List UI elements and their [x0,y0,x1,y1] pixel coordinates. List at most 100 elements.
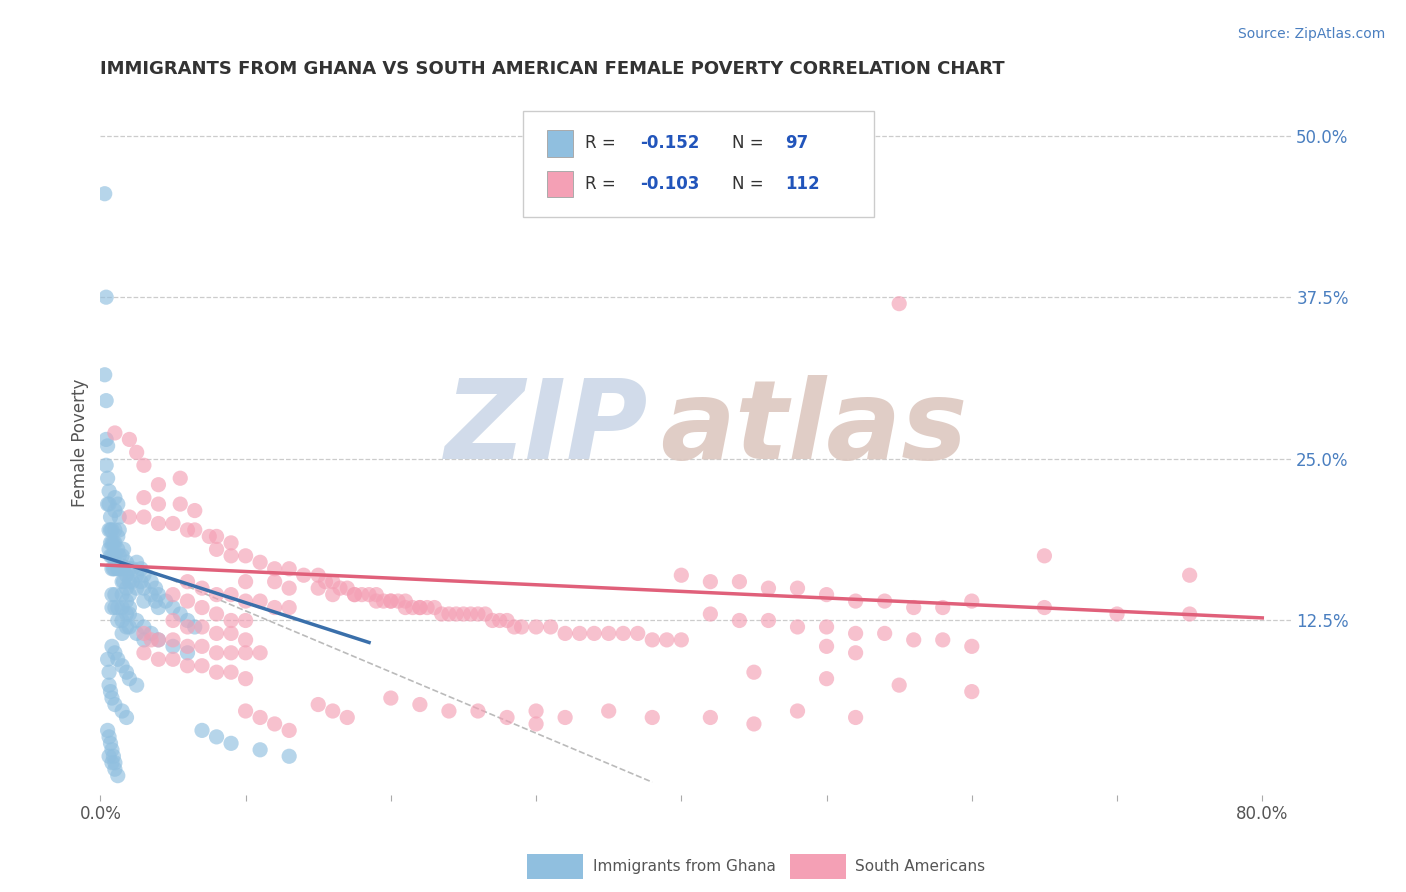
Point [115,594,138,608]
Point [627,626,650,640]
Point [98,665,121,680]
Point [176,523,198,537]
Point [111,626,134,640]
Point [141,626,163,640]
Text: South Americans: South Americans [855,859,986,873]
Point [699,574,721,589]
Point [699,710,721,724]
Point [162,640,184,654]
Point [235,632,257,647]
Point [728,614,751,628]
Point [481,614,503,628]
Point [115,620,138,634]
Point [148,497,170,511]
Point [125,678,148,692]
Point [380,594,402,608]
Point [101,536,124,550]
Point [118,562,141,576]
Point [115,568,138,582]
Point [132,491,155,505]
Point [815,620,838,634]
Point [162,632,184,647]
Point [115,555,138,569]
Point [112,562,135,576]
Point [104,562,127,576]
Point [1105,607,1128,621]
Point [132,646,155,660]
Point [219,588,242,602]
Point [845,594,868,608]
Point [845,626,868,640]
Point [100,549,122,563]
Point [148,600,170,615]
Point [278,723,301,738]
FancyBboxPatch shape [523,112,875,217]
Point [960,594,983,608]
Point [107,529,129,543]
Point [554,626,576,640]
Point [583,626,606,640]
Point [307,698,329,712]
Point [176,574,198,589]
Point [263,717,285,731]
Point [219,736,242,750]
Point [394,600,416,615]
Point [401,600,423,615]
Point [104,600,127,615]
Point [132,510,155,524]
Point [118,672,141,686]
Point [97,471,120,485]
Point [932,632,955,647]
Point [132,620,155,634]
Point [815,672,838,686]
Point [322,574,344,589]
Point [125,626,148,640]
Point [198,529,221,543]
Point [176,620,198,634]
Point [104,491,127,505]
Point [125,581,148,595]
Point [101,549,124,563]
Point [141,632,163,647]
Point [205,607,228,621]
Point [671,632,693,647]
Point [184,620,207,634]
Point [100,510,122,524]
Point [118,600,141,615]
Point [132,594,155,608]
Point [292,568,315,582]
Point [115,581,138,595]
Point [169,607,191,621]
Point [873,594,896,608]
Point [889,296,911,310]
Point [98,523,121,537]
Point [184,523,207,537]
Text: 112: 112 [785,175,820,193]
Point [205,588,228,602]
Point [100,536,122,550]
Point [97,652,120,666]
Point [249,710,271,724]
Point [322,588,344,602]
Point [235,614,257,628]
Point [416,600,439,615]
Point [121,562,143,576]
Point [104,503,127,517]
Point [107,769,129,783]
Text: 97: 97 [785,134,808,153]
Text: N =: N = [731,134,769,153]
Point [219,614,242,628]
Point [115,710,138,724]
Point [453,607,475,621]
Y-axis label: Female Poverty: Female Poverty [72,378,89,507]
Point [111,704,134,718]
Point [409,698,432,712]
Point [889,678,911,692]
Point [103,549,125,563]
Point [101,562,124,576]
Point [100,684,122,698]
Point [111,574,134,589]
Point [205,646,228,660]
Point [112,574,135,589]
Point [125,555,148,569]
